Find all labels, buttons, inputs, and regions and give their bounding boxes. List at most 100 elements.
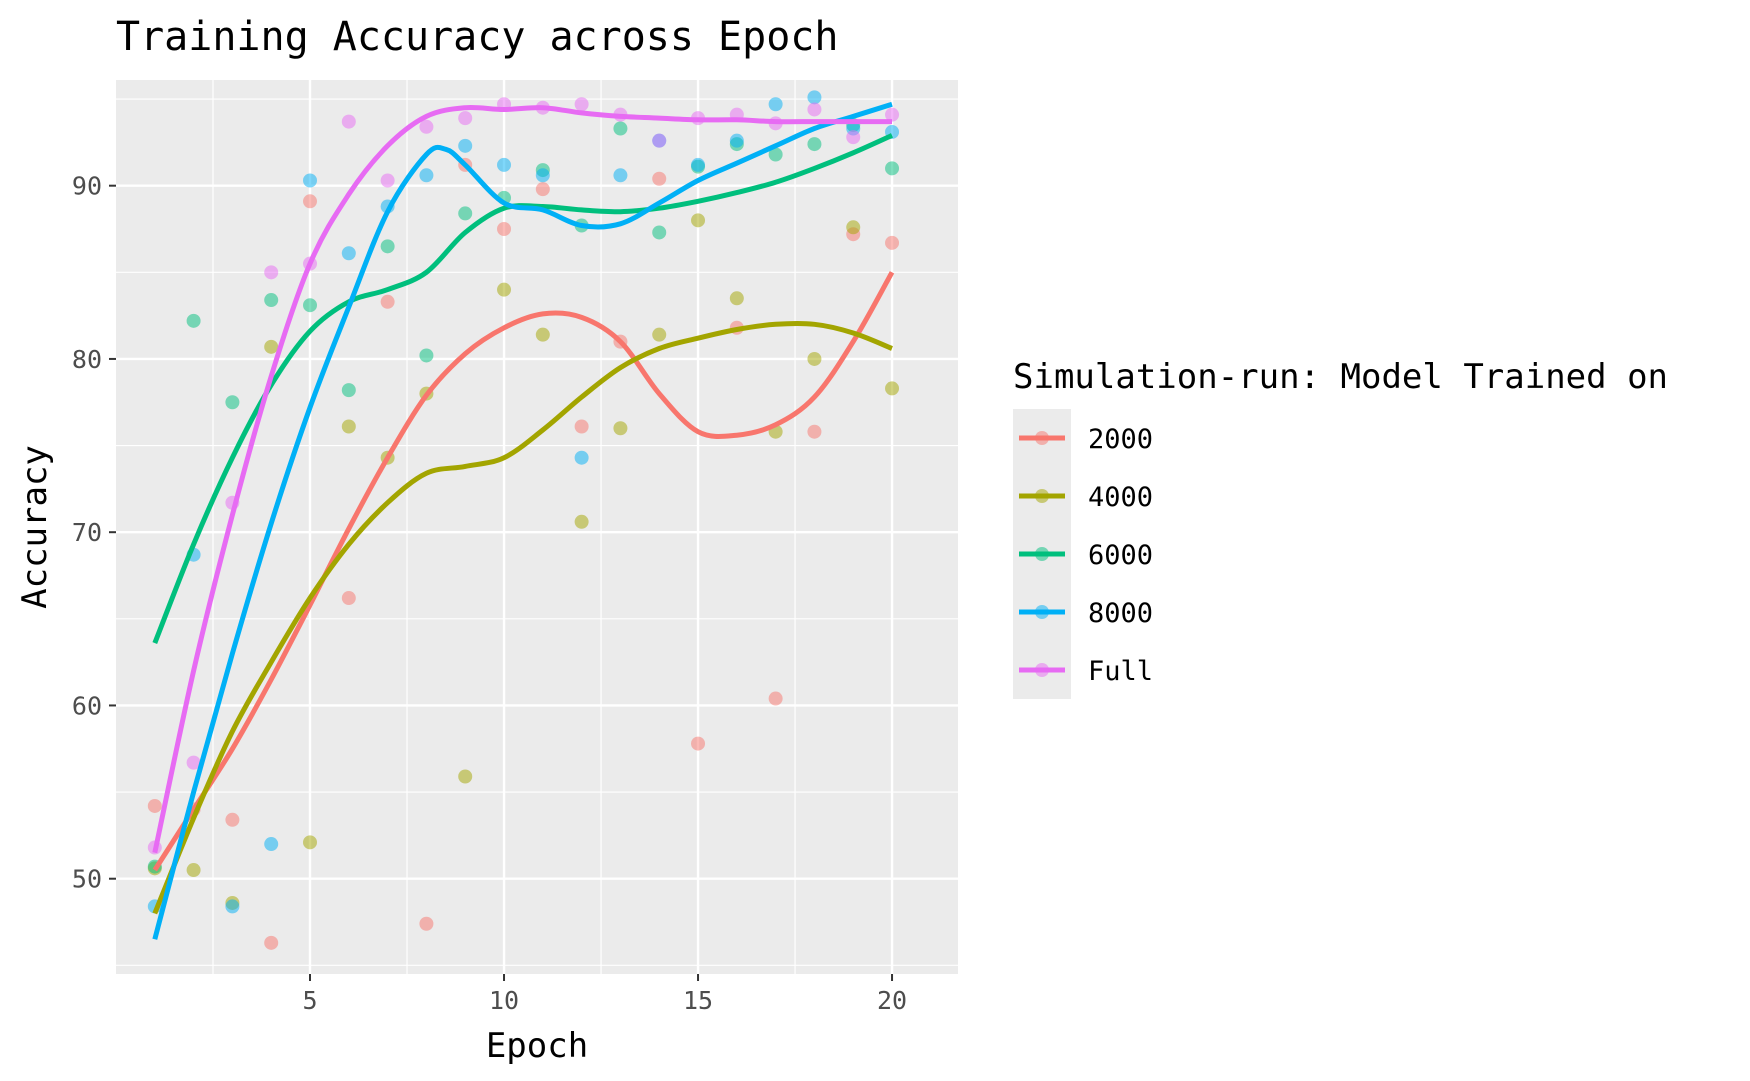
point-8000	[341, 246, 356, 261]
point-4000	[613, 421, 628, 436]
y-axis-title: Accuracy	[15, 445, 55, 609]
point-6000	[419, 348, 434, 363]
point-4000	[885, 381, 900, 396]
point-8000	[691, 157, 706, 172]
x-tick-label: 10	[489, 986, 519, 1015]
point-2000	[574, 419, 589, 434]
point-Full	[652, 133, 667, 148]
point-Full	[186, 755, 201, 770]
point-6000	[341, 383, 356, 398]
x-tick-label: 5	[302, 986, 317, 1015]
point-6000	[613, 121, 628, 136]
y-tick-label: 60	[72, 691, 102, 720]
point-Full	[807, 102, 822, 117]
point-2000	[380, 294, 395, 309]
y-tick-label: 90	[72, 172, 102, 201]
y-tick-label: 50	[72, 865, 102, 894]
point-4000	[807, 351, 822, 366]
point-8000	[613, 168, 628, 183]
smooth-line-2000	[152, 271, 895, 872]
point-8000	[497, 157, 512, 172]
point-6000	[768, 147, 783, 162]
point-6000	[264, 293, 279, 308]
legend-key-point	[1035, 547, 1049, 561]
legend-key-point	[1035, 489, 1049, 503]
point-8000	[225, 899, 240, 914]
point-4000	[186, 863, 201, 878]
point-8000	[303, 173, 318, 188]
point-2000	[885, 235, 900, 250]
smooth-line-4000	[152, 320, 893, 915]
point-8000	[419, 168, 434, 183]
point-6000	[807, 137, 822, 152]
legend-key-point	[1035, 431, 1049, 445]
point-6000	[458, 206, 473, 221]
plot-panel	[116, 80, 958, 974]
legend-label-2000: 2000	[1088, 424, 1153, 455]
x-tick-label: 20	[877, 986, 907, 1015]
point-4000	[574, 514, 589, 529]
legend-label-6000: 6000	[1088, 540, 1153, 571]
point-2000	[341, 591, 356, 606]
point-8000	[458, 138, 473, 153]
point-2000	[691, 736, 706, 751]
point-4000	[691, 213, 706, 228]
point-4000	[497, 282, 512, 297]
point-6000	[186, 313, 201, 328]
point-6000	[380, 239, 395, 254]
point-2000	[768, 691, 783, 706]
legend-label-Full: Full	[1088, 656, 1153, 687]
smooth-lines	[152, 101, 895, 940]
point-Full	[419, 119, 434, 134]
point-8000	[264, 837, 279, 852]
point-4000	[652, 327, 667, 342]
point-2000	[303, 194, 318, 209]
legend: Simulation-run: Model Trained on 2000 400…	[1013, 357, 1668, 699]
point-4000	[341, 419, 356, 434]
x-axis-title: Epoch	[486, 1026, 588, 1066]
chart-title: Training Accuracy across Epoch	[116, 14, 838, 60]
legend-title: Simulation-run: Model Trained on	[1013, 357, 1668, 397]
point-8000	[768, 97, 783, 112]
point-4000	[846, 220, 861, 235]
x-axis: 5 10 15 20	[302, 974, 907, 1015]
smooth-line-Full	[152, 104, 892, 854]
point-6000	[225, 395, 240, 410]
point-8000	[807, 90, 822, 105]
smooth-line-6000	[152, 133, 894, 645]
point-4000	[729, 291, 744, 306]
point-6000	[652, 225, 667, 240]
x-tick-label: 15	[683, 986, 713, 1015]
data-points	[147, 90, 900, 950]
point-6000	[303, 298, 318, 313]
point-Full	[380, 173, 395, 188]
y-tick-label: 70	[72, 518, 102, 547]
point-4000	[303, 835, 318, 850]
y-axis: 50 60 70 80 90	[72, 172, 116, 894]
point-Full	[264, 265, 279, 280]
point-8000	[729, 133, 744, 148]
point-8000	[574, 450, 589, 465]
point-6000	[885, 161, 900, 176]
legend-label-4000: 4000	[1088, 482, 1153, 513]
point-4000	[458, 769, 473, 784]
point-2000	[652, 171, 667, 186]
y-tick-label: 80	[72, 345, 102, 374]
point-Full	[341, 114, 356, 129]
point-Full	[458, 111, 473, 126]
point-2000	[807, 424, 822, 439]
point-2000	[497, 222, 512, 236]
point-4000	[264, 339, 279, 354]
point-2000	[225, 812, 240, 827]
point-2000	[147, 798, 162, 813]
point-2000	[535, 182, 550, 197]
point-2000	[419, 916, 434, 931]
point-Full	[574, 97, 589, 112]
smooth-line-8000	[152, 101, 893, 940]
point-4000	[535, 327, 550, 342]
point-Full	[846, 130, 861, 145]
legend-key-point	[1035, 663, 1049, 677]
point-Full	[885, 107, 900, 122]
point-2000	[264, 935, 279, 950]
